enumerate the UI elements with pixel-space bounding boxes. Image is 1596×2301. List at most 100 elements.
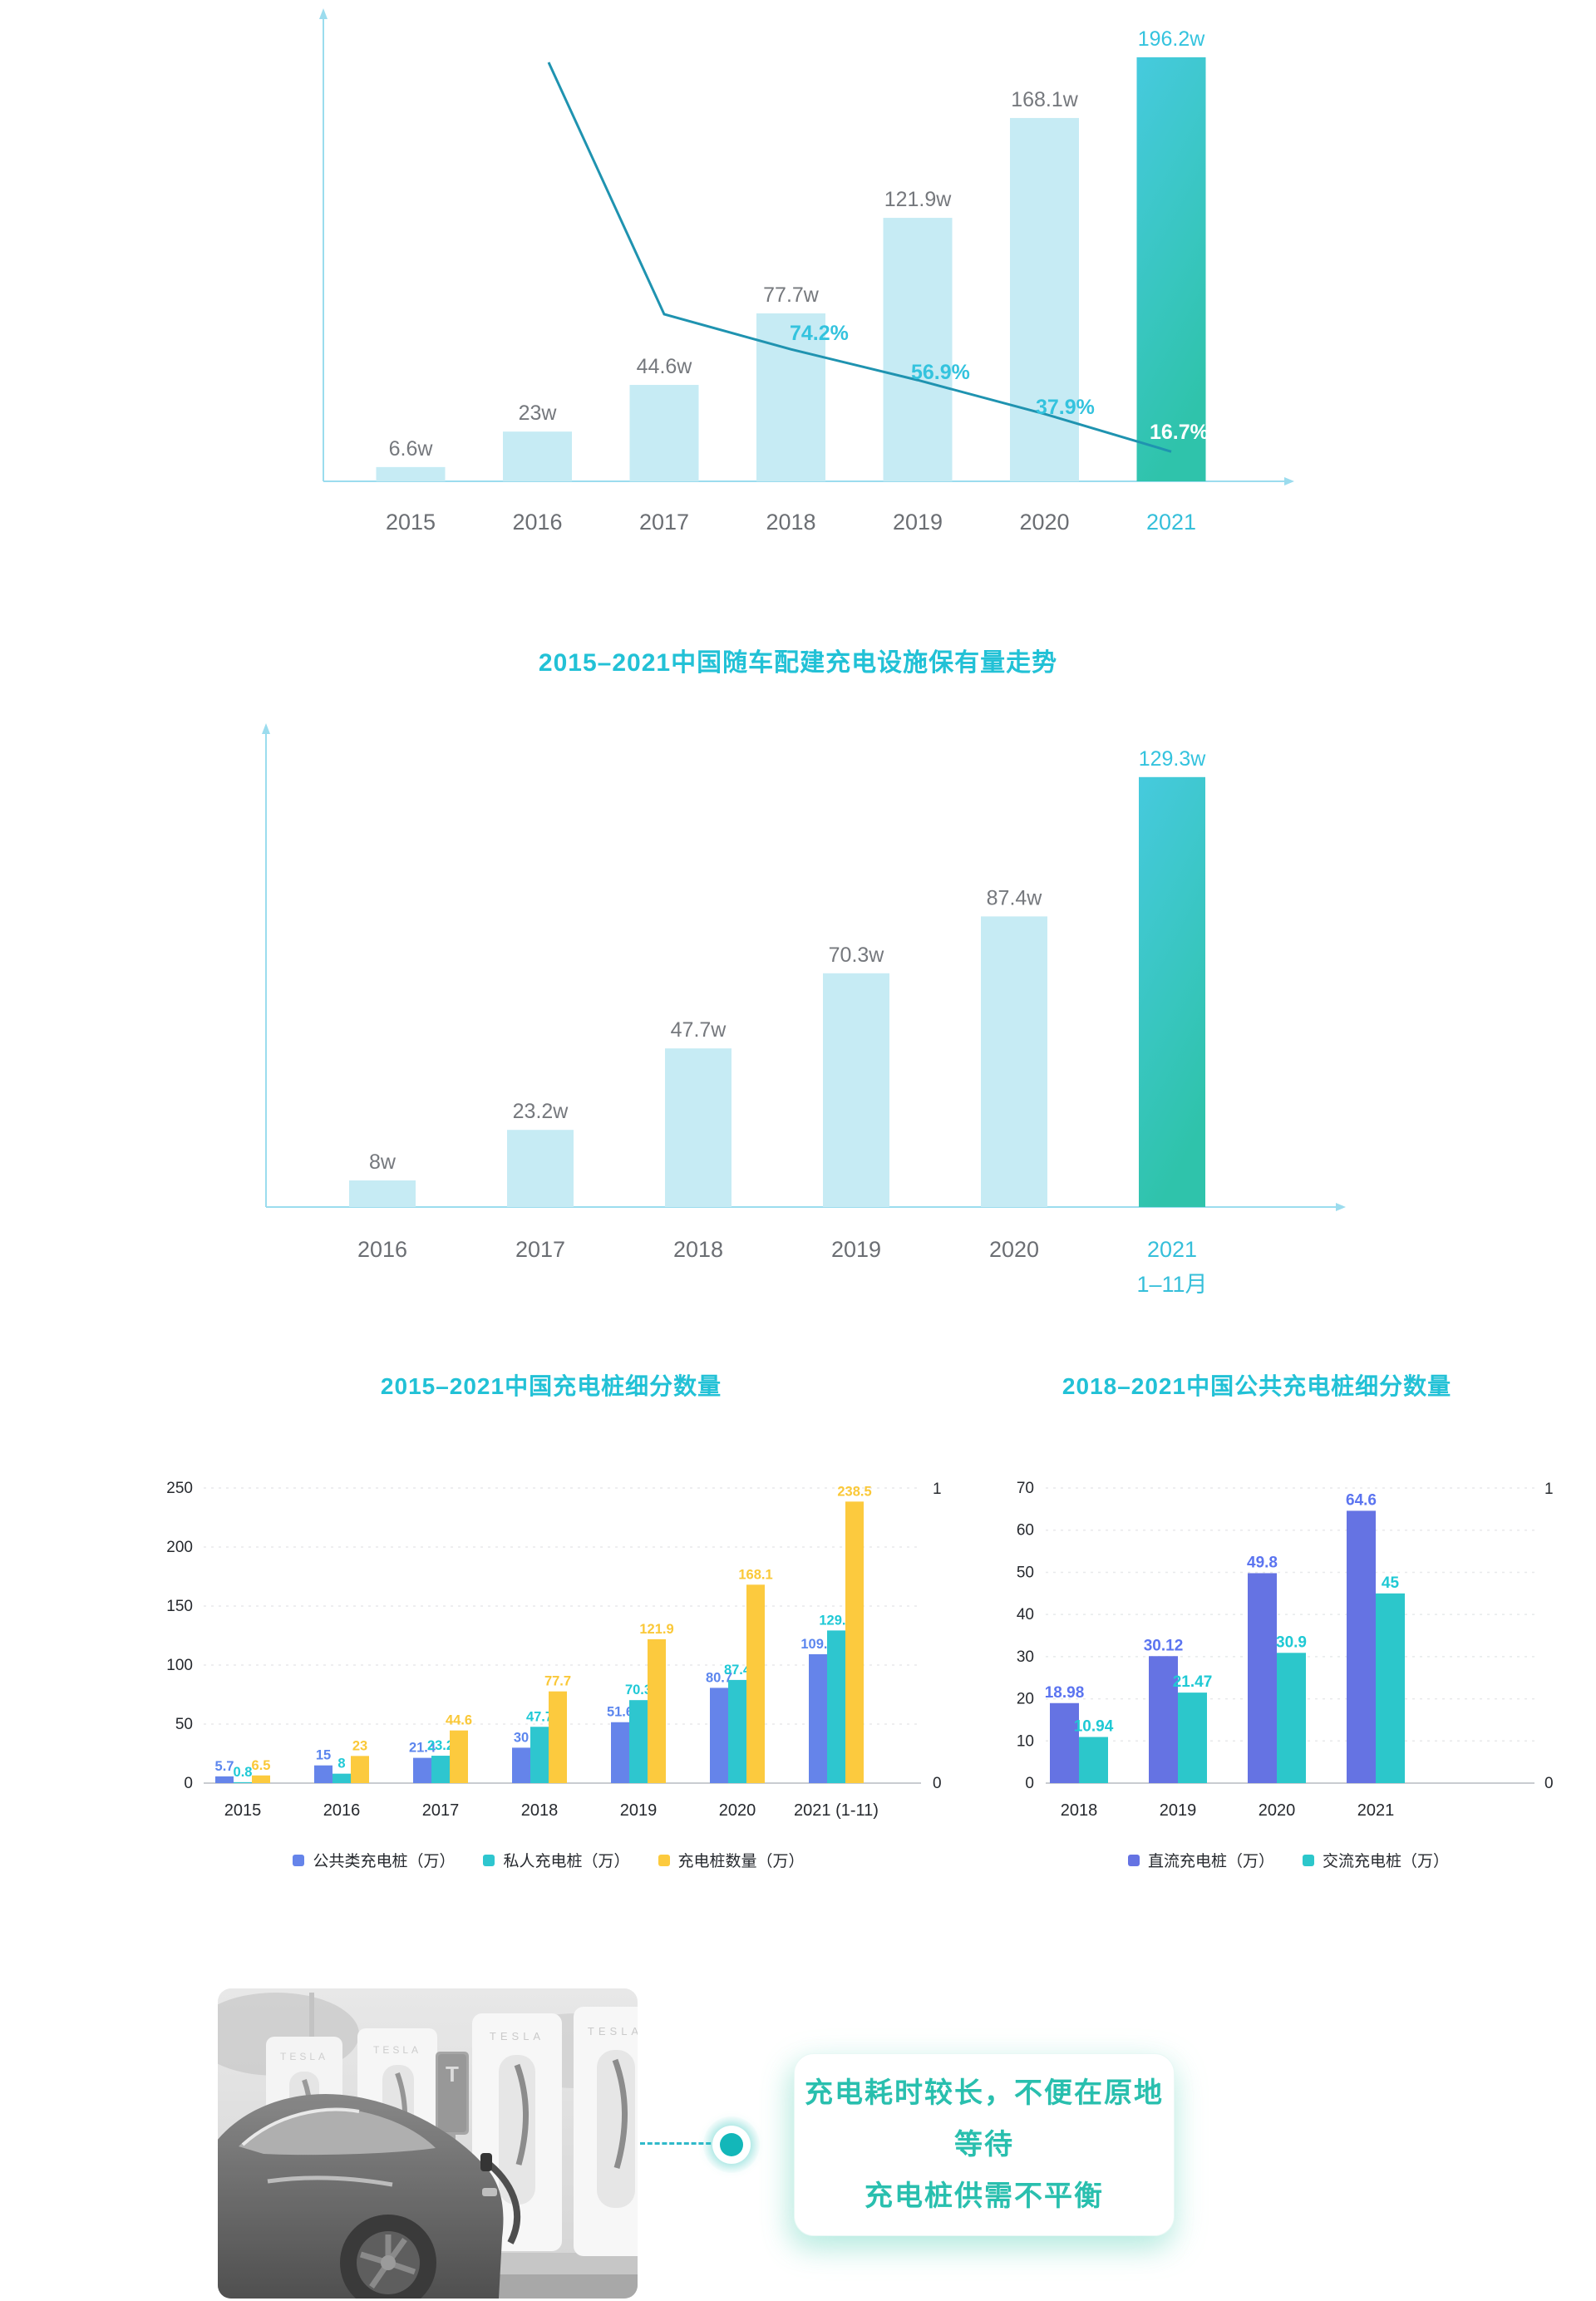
legend-swatch-icon xyxy=(1303,1854,1314,1866)
bar-value-label: 129.3w xyxy=(1139,747,1207,771)
x-tick-label: 2021 xyxy=(1146,510,1196,535)
bar-2016 xyxy=(314,1765,332,1783)
bar-value-label: 87.4 xyxy=(724,1663,751,1678)
bar-value-label: 23 xyxy=(352,1738,367,1753)
bar-value-label: 44.6w xyxy=(637,355,693,378)
x-tick-label: 2017 xyxy=(422,1801,460,1820)
bar-2015 xyxy=(215,1776,234,1783)
legend-label: 充电桩数量（万） xyxy=(677,1853,805,1870)
y-tick-label: 0 xyxy=(1025,1775,1034,1792)
bar-2019 xyxy=(611,1722,629,1783)
bar-2019 xyxy=(1149,1656,1178,1783)
bar-value-label: 121.9w xyxy=(884,188,953,211)
y-tick-label: 250 xyxy=(166,1480,193,1497)
x-tick-sublabel: 1–11月 xyxy=(1136,1272,1207,1297)
bar-value-label: 49.8 xyxy=(1247,1554,1278,1571)
x-tick-label: 2019 xyxy=(893,510,943,535)
x-tick-label: 2019 xyxy=(1160,1801,1197,1820)
y-tick-label: 70 xyxy=(1017,1480,1034,1497)
charging-cable xyxy=(483,2158,520,2244)
bar-2021 (1-11) xyxy=(845,1501,864,1783)
bar-2015 xyxy=(376,466,446,481)
bar-value-label: 21.47 xyxy=(1173,1673,1213,1691)
x-axis-arrow-icon xyxy=(1284,477,1294,485)
chart2-title: 2015–2021中国随车配建充电设施保有量走势 xyxy=(538,649,1058,677)
tesla-wordmark: TESLA xyxy=(588,2025,638,2037)
bar-value-label: 77.7 xyxy=(544,1674,571,1689)
bar-value-label: 109.2 xyxy=(800,1637,835,1652)
bar-value-label: 238.5 xyxy=(837,1484,871,1499)
right-axis-label: 0 xyxy=(1544,1775,1554,1792)
y-tick-label: 50 xyxy=(175,1716,193,1733)
legend-item: 公共类充电桩（万） xyxy=(293,1849,455,1871)
bar-2016 xyxy=(503,431,572,481)
x-tick-label: 2018 xyxy=(1061,1801,1098,1820)
bar-2020 xyxy=(1248,1573,1277,1783)
x-tick-label: 2015 xyxy=(386,510,436,535)
bar-value-label: 121.9 xyxy=(639,1622,673,1637)
bar-2018 xyxy=(1050,1702,1079,1783)
callout-text-line1: 充电耗时较长，不便在原地等待 xyxy=(805,2077,1164,2161)
bar-2018 xyxy=(530,1727,549,1783)
callout-box: 充电耗时较长，不便在原地等待 充电桩供需不平衡 xyxy=(794,2053,1175,2236)
bar-value-label: 30 xyxy=(514,1730,529,1745)
bar-2018 xyxy=(756,313,825,481)
bar-2018 xyxy=(1079,1737,1108,1783)
bar-value-label: 47.7 xyxy=(526,1709,553,1724)
y-tick-label: 100 xyxy=(166,1657,193,1674)
svg-text:T: T xyxy=(446,2062,459,2087)
bar-2019 xyxy=(629,1700,648,1783)
x-tick-label: 2020 xyxy=(989,1237,1039,1262)
bar-value-label: 168.1 xyxy=(738,1567,772,1582)
bar-value-label: 80.7 xyxy=(706,1670,732,1685)
x-tick-label: 2020 xyxy=(719,1801,756,1820)
bar-2017 xyxy=(507,1130,574,1207)
bar-value-label: 30.9 xyxy=(1276,1633,1307,1651)
tesla-wordmark: TESLA xyxy=(373,2044,421,2056)
x-tick-label: 2021 (1-11) xyxy=(794,1801,879,1820)
y-tick-label: 150 xyxy=(166,1598,193,1615)
y-tick-label: 10 xyxy=(1017,1732,1034,1750)
bar-2020 xyxy=(1010,117,1079,481)
car-silhouette xyxy=(218,2094,504,2299)
x-tick-label: 2015 xyxy=(224,1801,262,1820)
bar-2020 xyxy=(710,1688,728,1783)
legend-item: 直流充电桩（万） xyxy=(1127,1849,1274,1871)
y-tick-label: 0 xyxy=(184,1775,193,1792)
bar-value-label: 44.6 xyxy=(446,1713,472,1728)
bar-value-label: 45 xyxy=(1382,1574,1400,1592)
x-tick-label: 2021 xyxy=(1147,1237,1197,1262)
growth-rate-line xyxy=(547,62,1172,453)
growth-pct-label: 74.2% xyxy=(790,322,849,345)
photo-haze xyxy=(218,1988,638,2299)
bar-value-label: 0.8 xyxy=(234,1765,253,1780)
bar-value-label: 8w xyxy=(369,1150,397,1174)
bar-2016 xyxy=(349,1180,416,1207)
charger-pillar: TESLA xyxy=(574,2007,638,2256)
connector-dot xyxy=(720,2133,743,2156)
bar-value-label: 30.12 xyxy=(1144,1637,1184,1654)
bar-2015 xyxy=(252,1775,270,1783)
right-axis-label: 1 xyxy=(1544,1481,1554,1498)
bar-value-label: 129.3 xyxy=(819,1613,853,1628)
bar-value-label: 70.3w xyxy=(829,944,885,967)
bar-2020 xyxy=(981,916,1047,1207)
legend-swatch-icon xyxy=(1127,1854,1140,1866)
y-tick-label: 30 xyxy=(1017,1648,1034,1666)
legend-item: 私人充电桩（万） xyxy=(483,1849,630,1871)
bar-value-label: 23.2 xyxy=(427,1738,454,1753)
chart-private-charging-stock: 8w 2016 23.2w 2017 47.7w 2018 70.3w 2019 87.4w 20… xyxy=(262,723,1346,1297)
bar-2016 xyxy=(332,1773,351,1783)
bar-value-label: 70.3 xyxy=(625,1683,652,1697)
bar-2018 xyxy=(665,1048,732,1207)
bar-value-label: 5.7 xyxy=(215,1759,234,1774)
bar-value-label: 87.4w xyxy=(987,886,1043,909)
chart3-title: 2015–2021中国充电桩细分数量 xyxy=(380,1373,722,1399)
bar-value-label: 23.2w xyxy=(513,1100,569,1123)
bar-2017 xyxy=(413,1757,431,1783)
chart3-legend: 公共类充电桩（万） 私人充电桩（万） 充电桩数量（万） xyxy=(133,1849,964,1871)
bar-2021 xyxy=(1376,1593,1405,1783)
x-tick-label: 2018 xyxy=(521,1801,559,1820)
bar-value-label: 8 xyxy=(337,1757,345,1771)
